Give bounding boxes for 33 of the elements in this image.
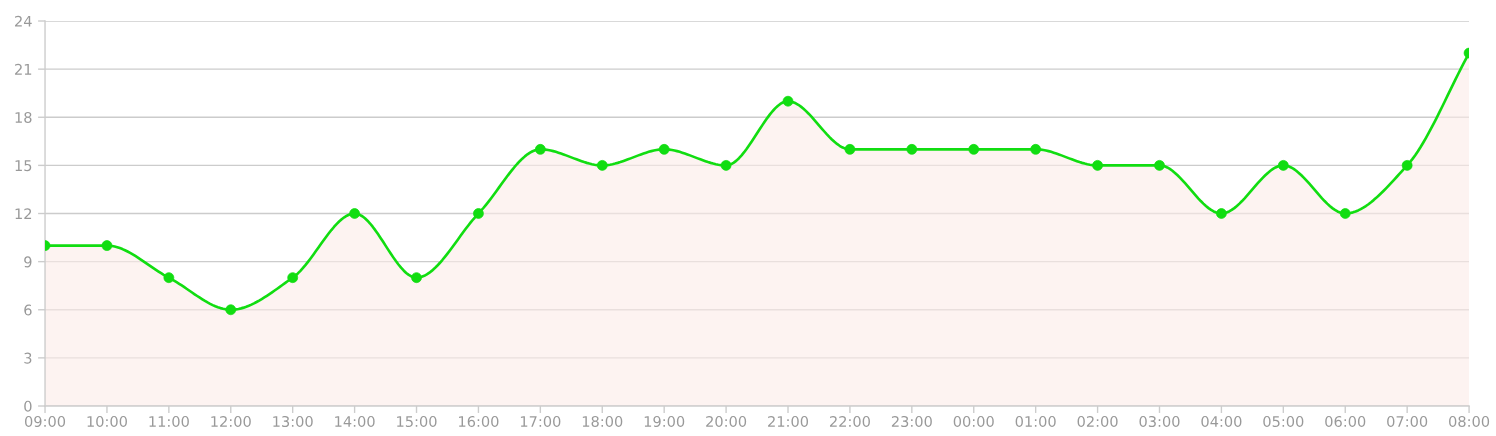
y-tick-label: 6: [24, 304, 32, 316]
y-tick-label: 9: [24, 256, 32, 268]
x-tick-label: 06:00: [1325, 415, 1366, 428]
x-tick-label: 15:00: [397, 415, 437, 428]
x-tick-label: 23:00: [891, 415, 932, 428]
x-tick-label: 04:00: [1201, 415, 1242, 428]
x-tick-label: 08:00: [1449, 415, 1490, 428]
x-tick-label: 20:00: [706, 415, 747, 428]
x-tick-label: 19:00: [644, 415, 685, 428]
x-tick-label: 07:00: [1387, 415, 1428, 428]
x-tick-label: 22:00: [829, 415, 870, 428]
y-tick-label: 18: [15, 111, 32, 124]
x-tick-label: 10:00: [87, 415, 127, 428]
x-tick-label: 21:00: [768, 415, 809, 428]
y-tick-label: 15: [15, 160, 32, 172]
x-tick-label: 12:00: [211, 415, 251, 428]
y-tick-label: 0: [24, 400, 32, 412]
x-tick-label: 13:00: [273, 415, 313, 428]
y-tick-label: 21: [15, 63, 32, 75]
x-tick-label: 02:00: [1077, 415, 1118, 428]
x-tick-label: 03:00: [1139, 415, 1180, 428]
x-tick-label: 00:00: [953, 415, 994, 428]
x-tick-label: 18:00: [582, 415, 623, 428]
x-tick-label: 05:00: [1263, 415, 1304, 428]
x-tick-label: 09:00: [24, 415, 66, 428]
x-tick-label: 11:00: [149, 415, 189, 428]
y-tick-label: 24: [15, 15, 32, 27]
x-tick-label: 14:00: [335, 415, 375, 428]
y-tick-label: 3: [24, 352, 32, 364]
x-tick-label: 16:00: [459, 415, 499, 428]
x-tick-label: 17:00: [520, 415, 561, 428]
y-tick-label: 12: [15, 208, 32, 220]
x-tick-label: 01:00: [1015, 415, 1056, 428]
